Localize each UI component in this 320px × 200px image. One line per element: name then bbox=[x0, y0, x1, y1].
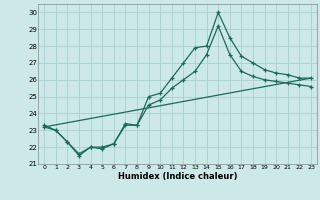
X-axis label: Humidex (Indice chaleur): Humidex (Indice chaleur) bbox=[118, 172, 237, 181]
